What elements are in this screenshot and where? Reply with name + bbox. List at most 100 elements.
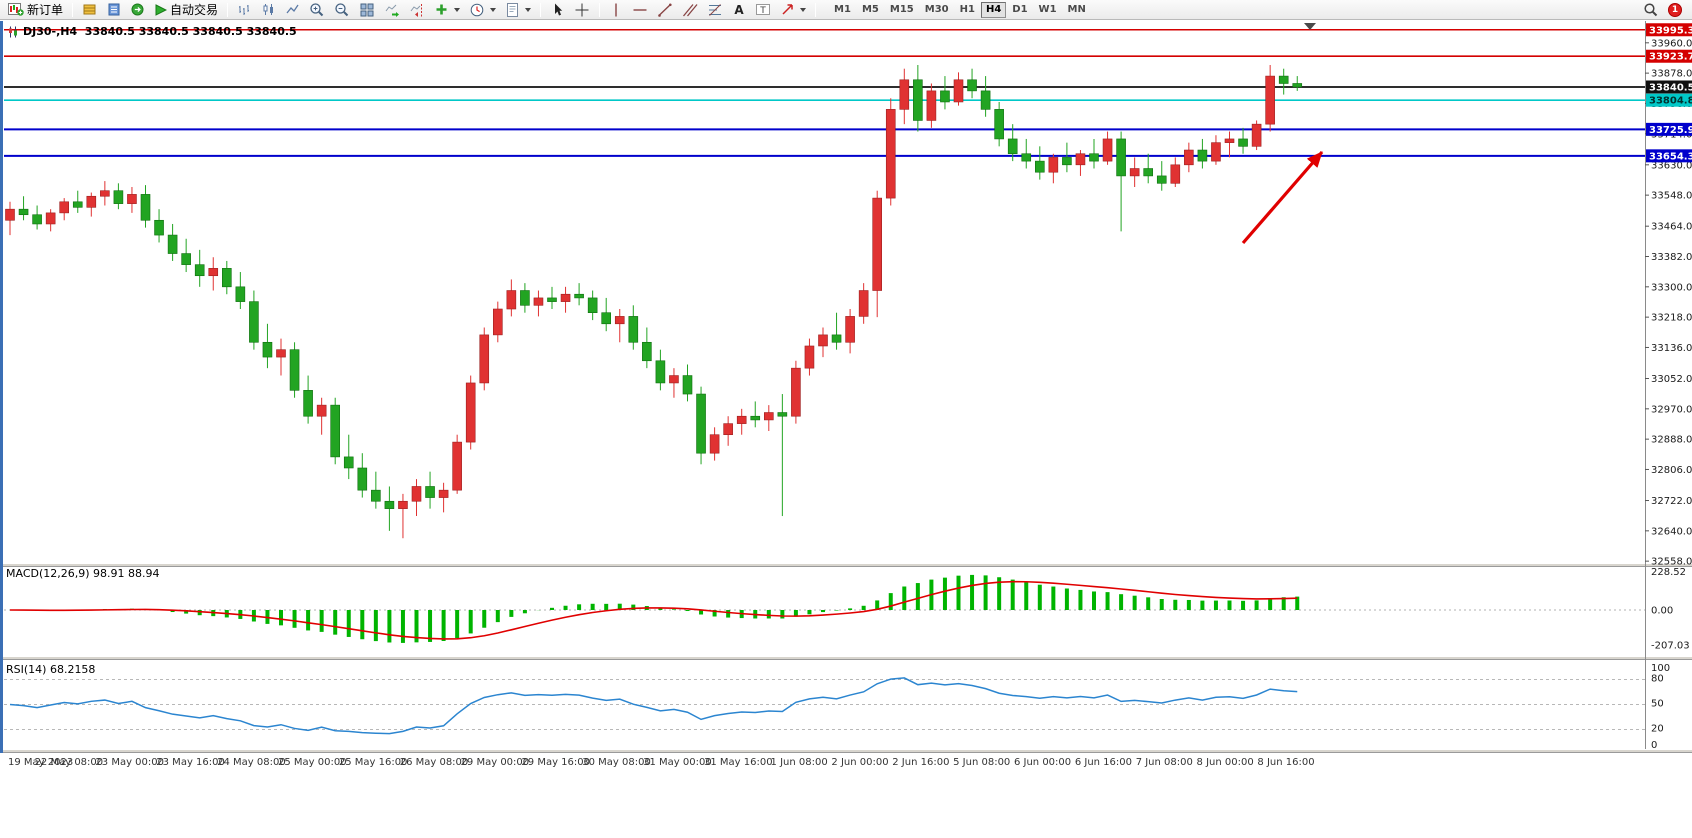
macd-panel <box>4 574 1645 643</box>
trendline-icon <box>658 3 672 17</box>
candle-body <box>899 79 910 110</box>
chart-title-text: DJ30-,H4 33840.5 33840.5 33840.5 33840.5 <box>23 25 297 38</box>
indicators-button[interactable] <box>430 1 464 19</box>
vertical-line-button[interactable] <box>605 1 627 19</box>
bar-chart-button[interactable] <box>233 1 256 19</box>
channel-button[interactable] <box>678 1 702 19</box>
indicators-plus-icon <box>436 4 447 15</box>
templates-button[interactable] <box>501 1 535 19</box>
chart-shift-marker[interactable] <box>1304 23 1316 30</box>
line-chart-button[interactable] <box>281 1 304 19</box>
candle-body <box>845 316 855 343</box>
candle-body <box>980 90 991 110</box>
arrows-button[interactable] <box>776 1 810 19</box>
periods-button[interactable] <box>465 1 500 19</box>
price-tick-label: 32558.0 <box>1651 557 1692 568</box>
text-button[interactable]: A <box>728 1 750 19</box>
red-arrow-annotation[interactable] <box>1241 150 1324 245</box>
annotation-arrow[interactable] <box>1241 150 1324 245</box>
candle-body <box>303 390 313 417</box>
time-axis-label: 2 Jun 00:00 <box>831 757 888 768</box>
candle-body <box>1211 142 1221 162</box>
horizontal-level-lines[interactable] <box>4 28 1645 157</box>
search-icon <box>1644 2 1658 16</box>
candle-body <box>520 290 530 306</box>
auto-scroll-icon <box>385 4 400 17</box>
label-icon: T <box>756 4 771 16</box>
price-tick-label: 33960.0 <box>1651 38 1692 49</box>
timeframe-button-m1[interactable]: M1 <box>829 2 856 18</box>
timeframe-button-d1[interactable]: D1 <box>1007 2 1032 18</box>
macd-indicator-label: MACD(12,26,9) 98.91 88.94 <box>6 567 160 580</box>
candle-body <box>601 312 612 325</box>
timeframe-button-mn[interactable]: MN <box>1063 2 1091 18</box>
timeframe-button-h4[interactable]: H4 <box>980 1 1007 18</box>
zoom-in-button[interactable] <box>305 1 329 19</box>
candle-body <box>506 290 517 310</box>
auto-scroll-button[interactable] <box>380 1 404 19</box>
timeframe-button-w1[interactable]: W1 <box>1034 2 1062 18</box>
cursor-button[interactable] <box>546 1 569 19</box>
new-order-label: 新订单 <box>27 3 64 17</box>
navigator-button[interactable] <box>126 1 149 19</box>
zoom-out-button[interactable] <box>330 1 354 19</box>
candle-body <box>398 500 408 509</box>
macd-axis-label: 228.52 <box>1651 567 1686 578</box>
crosshair-button[interactable] <box>570 1 594 19</box>
candle-body <box>1251 123 1262 147</box>
notification-badge[interactable]: 1 <box>1668 2 1682 17</box>
horizontal-line-button[interactable] <box>628 1 652 19</box>
panel-separator[interactable] <box>0 749 1692 753</box>
candle-body <box>1170 164 1181 184</box>
time-axis-label: 26 May 08:00 <box>400 757 469 768</box>
timeframe-button-h1[interactable]: H1 <box>955 2 980 18</box>
candle-body <box>1116 138 1126 177</box>
tile-windows-button[interactable] <box>355 1 379 19</box>
market-watch-icon <box>83 4 96 15</box>
new-order-button[interactable]: 新订单 <box>4 1 67 19</box>
candle-body <box>140 194 151 221</box>
price-axis[interactable]: 33960.033878.033796.033714.033630.033548… <box>1645 21 1692 751</box>
market-watch-button[interactable] <box>78 1 101 19</box>
timeframe-button-m30[interactable]: M30 <box>920 2 954 18</box>
label-button[interactable]: T <box>751 1 775 19</box>
candle-body <box>235 286 246 302</box>
data-window-button[interactable] <box>102 1 125 19</box>
candle-body <box>357 467 368 491</box>
candle-body <box>371 489 381 502</box>
candle-body <box>560 293 571 302</box>
price-marker-value: 33995.3 <box>1649 25 1692 36</box>
autotrading-button[interactable]: 自动交易 <box>150 1 222 19</box>
chart-shift-icon <box>410 3 423 17</box>
candle-body <box>574 293 584 299</box>
panel-separators[interactable] <box>0 563 1692 753</box>
search-button[interactable] <box>1639 1 1663 19</box>
candle-body <box>1007 138 1018 155</box>
candle-body <box>194 264 205 277</box>
panel-separator[interactable] <box>0 563 1692 567</box>
fibonacci-button[interactable] <box>703 1 727 19</box>
candle-body <box>872 197 883 291</box>
price-tick-label: 33218.0 <box>1651 313 1692 324</box>
candle-body <box>614 316 625 325</box>
trendline-button[interactable] <box>653 1 677 19</box>
candle-body <box>316 404 327 417</box>
candle-body <box>1062 157 1072 166</box>
rsi-axis-label: 80 <box>1651 674 1664 685</box>
time-axis-label: 1 Jun 08:00 <box>771 757 828 768</box>
panel-separator[interactable] <box>0 656 1692 660</box>
candle-body <box>804 345 815 369</box>
candle-body <box>438 489 449 498</box>
candle-body <box>465 382 476 443</box>
timeframe-button-m15[interactable]: M15 <box>885 2 919 18</box>
candle-body <box>113 190 124 204</box>
timeframe-button-m5[interactable]: M5 <box>857 2 884 18</box>
candlestick-chart-button[interactable] <box>257 1 280 19</box>
autotrading-play-icon <box>155 3 168 16</box>
chart-shift-button[interactable] <box>405 1 429 19</box>
price-marker-value: 33923.7 <box>1649 52 1692 63</box>
candle-body <box>1265 75 1275 125</box>
time-axis-label: 31 May 16:00 <box>704 757 773 768</box>
